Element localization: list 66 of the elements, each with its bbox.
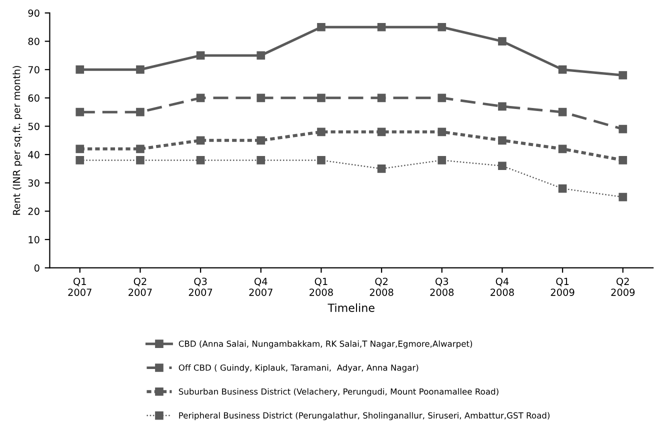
point [317, 156, 326, 164]
point [136, 108, 144, 116]
x-tick-label: Q1 2008 [310, 278, 333, 296]
point [256, 94, 266, 102]
x-tick-label: Q2 2007 [128, 278, 152, 296]
point [76, 108, 84, 116]
x-tick-label: Q2 2009 [611, 278, 635, 296]
point [196, 94, 205, 102]
y-tick-label: 20 [28, 208, 40, 216]
point [618, 124, 628, 134]
y-tick-label: 50 [28, 122, 40, 130]
point [196, 136, 205, 145]
point [196, 156, 205, 164]
point [136, 156, 144, 164]
point [498, 162, 506, 170]
point [438, 94, 446, 102]
point [76, 156, 84, 164]
x-tick-label: Q4 2007 [249, 278, 272, 296]
point [317, 128, 326, 136]
point [438, 22, 446, 32]
y-tick-label: 30 [28, 179, 40, 187]
point [136, 144, 144, 154]
point [558, 108, 567, 116]
point [256, 156, 266, 164]
y-tick-label: 80 [28, 38, 40, 46]
legend-label: Peripheral Business District (Perungalathur, Sholinganallur, Siruseri, Ambattur,GST Road) [179, 412, 550, 420]
point [438, 156, 446, 164]
point [317, 22, 326, 32]
point [558, 184, 567, 193]
point [558, 65, 567, 74]
legend-label: CBD (Anna Salai, Nungambakkam, RK Salai,T Nagar,Egmore,Alwarpet) [178, 340, 472, 348]
x-tick-label: Q1 2007 [68, 278, 92, 296]
y-axis-title: Rent (INR per sq.ft. per month) [12, 66, 22, 215]
point [438, 128, 446, 136]
legend-label: Suburban Business District (Velachery, Perungudi, Mount Poonamallee Road) [178, 388, 498, 396]
x-tick-label: Q3 2008 [430, 278, 454, 296]
x-axis-title: Timeline [328, 303, 374, 312]
x-tick-label: Q4 2008 [490, 278, 514, 296]
x-tick-label: Q1 2009 [550, 278, 574, 296]
point [256, 51, 266, 60]
point [618, 192, 628, 202]
y-tick-label: 90 [28, 9, 40, 17]
point [377, 164, 386, 173]
point [618, 156, 628, 164]
point [377, 94, 386, 102]
point [498, 37, 506, 46]
point [377, 128, 386, 136]
y-tick-label: 70 [28, 66, 40, 74]
x-tick-label: Q2 2008 [370, 278, 394, 296]
point [196, 51, 205, 60]
y-tick-label: 10 [28, 236, 40, 244]
x-tick-label: Q3 2007 [188, 278, 212, 296]
point [558, 144, 567, 154]
point [377, 22, 386, 32]
point [618, 71, 628, 80]
point [317, 94, 326, 102]
point [498, 136, 506, 145]
y-tick-label: 60 [28, 94, 40, 102]
point [136, 65, 144, 74]
point [256, 136, 266, 145]
legend-label: Off CBD ( Guindy, Kiplauk, Taramani, Adyar, Anna Nagar) [178, 364, 418, 372]
y-tick-label: 40 [28, 151, 40, 158]
point [498, 102, 506, 111]
y-tick-label: 0 [34, 264, 40, 272]
point [76, 144, 84, 154]
point [76, 65, 84, 74]
